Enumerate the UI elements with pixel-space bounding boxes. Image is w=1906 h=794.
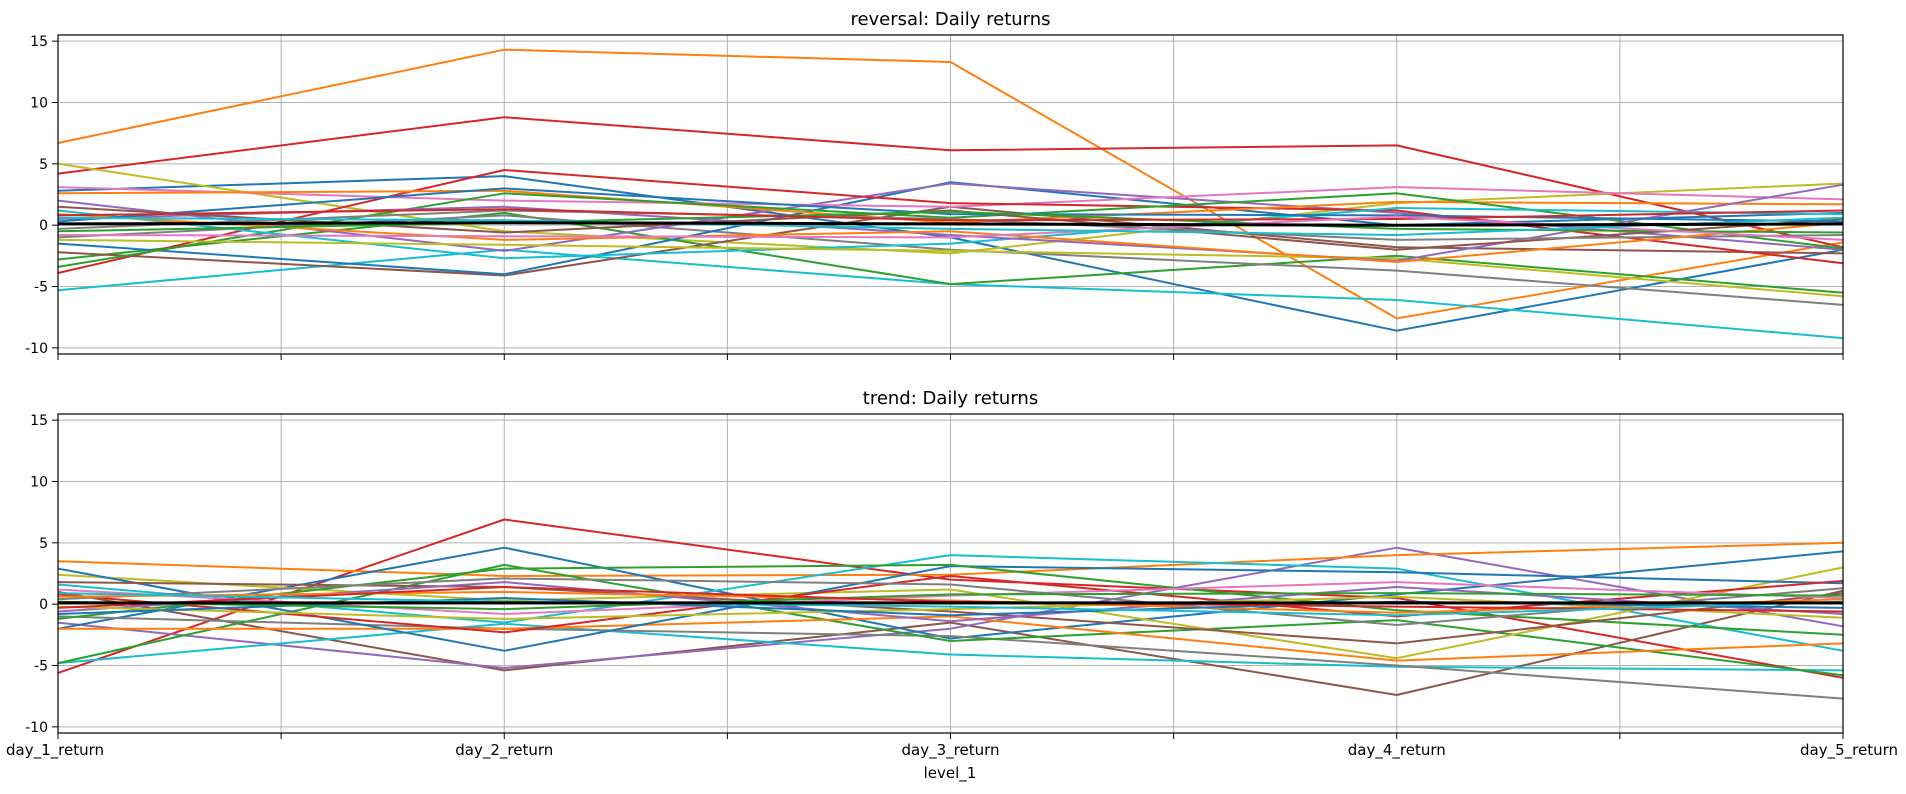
y-tick-label: 5 [39, 536, 48, 552]
y-tick-label: 0 [39, 218, 48, 234]
series-line-22 [57, 208, 1844, 222]
x-tick-label: day_3_return [902, 741, 1000, 760]
y-tick-label: -10 [25, 720, 48, 736]
y-tick-label: -10 [25, 341, 48, 357]
series-line-1 [57, 589, 1844, 696]
y-tick-label: 15 [30, 34, 48, 50]
series-line-3 [57, 162, 1844, 255]
series-line-1 [57, 116, 1844, 249]
series-line-24 [57, 216, 1844, 236]
series-line-0 [57, 48, 1844, 320]
series-line-18 [57, 209, 1844, 241]
x-tick-label: day_1_return [6, 741, 104, 760]
series-line-3 [57, 541, 1844, 577]
series-line-10 [58, 615, 1844, 662]
y-tick-label: 5 [39, 157, 48, 173]
chart-title: trend: Daily returns [863, 388, 1038, 409]
series-line-4 [57, 546, 1844, 640]
reversal-panel: reversal: Daily returns -10 -5 0 5 10 15 [25, 9, 1844, 360]
series-line-10 [57, 186, 1844, 208]
y-tick-label: 10 [30, 95, 48, 111]
series-line-7 [57, 563, 1844, 677]
axes-frame [57, 413, 1844, 734]
x-tick-label: day_4_return [1348, 741, 1446, 760]
series-line-25 [57, 221, 1844, 227]
series-line-8 [57, 181, 1844, 276]
series-line-20 [57, 187, 1844, 223]
series-line-11 [57, 565, 1844, 652]
x-tick-label: day_5_return [1800, 741, 1898, 760]
series-line-5 [57, 622, 1844, 672]
series-line-19 [57, 213, 1844, 263]
series-line-6 [57, 615, 1844, 700]
series-line-23 [57, 592, 1844, 617]
series-line-17 [57, 577, 1844, 626]
y-tick-label: 10 [30, 474, 48, 490]
series-line-21 [57, 592, 1844, 611]
y-tick-label: -5 [34, 280, 48, 296]
x-axis-label: level_1 [924, 764, 977, 783]
series-line-15 [57, 238, 1844, 298]
series-line-11 [57, 169, 1844, 274]
series-line-5 [57, 211, 1844, 294]
y-tick-label: 15 [30, 413, 48, 429]
x-tick-label: day_2_return [455, 741, 553, 760]
series-line-15 [57, 581, 1844, 623]
series-line-2 [57, 546, 1844, 669]
y-tick-label: 0 [39, 597, 48, 613]
trend-panel: trend: Daily returns -10 -5 0 5 10 15 day_1_ret… [6, 388, 1898, 760]
chart-title: reversal: Daily returns [850, 9, 1050, 30]
axes-frame [57, 34, 1844, 355]
series-line-13 [57, 192, 1844, 268]
y-tick-label: -5 [34, 659, 48, 675]
